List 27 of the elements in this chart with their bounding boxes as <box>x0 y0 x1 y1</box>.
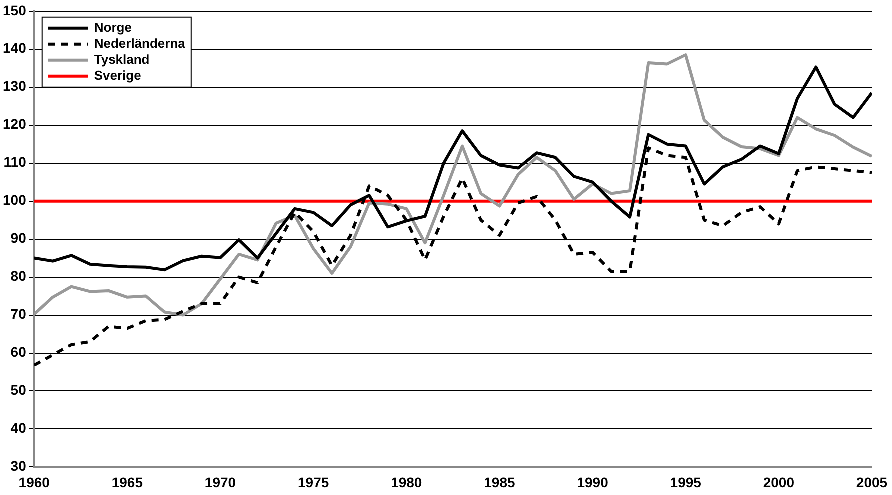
y-tick-label: 60 <box>10 344 27 360</box>
x-tick-label: 1990 <box>577 474 609 490</box>
legend-label: Sverige <box>94 68 142 83</box>
y-tick-label: 40 <box>10 420 27 436</box>
x-tick-label: 2000 <box>763 474 795 490</box>
y-tick-label: 50 <box>10 382 27 398</box>
y-tick-label: 110 <box>4 154 27 170</box>
x-tick-label: 1985 <box>484 474 516 490</box>
y-tick-label: 90 <box>10 230 27 246</box>
x-tick-label: 1965 <box>112 474 144 490</box>
legend-label: Nederländerna <box>94 36 186 51</box>
x-tick-label: 2005 <box>856 474 888 490</box>
x-tick-label: 1960 <box>18 474 50 490</box>
legend-label: Norge <box>94 20 132 35</box>
y-tick-label: 70 <box>10 306 27 322</box>
x-tick-label: 1995 <box>670 474 702 490</box>
x-tick-label: 1970 <box>204 474 236 490</box>
y-tick-label: 120 <box>3 116 27 132</box>
y-tick-label: 100 <box>3 192 27 208</box>
y-tick-label: 130 <box>3 78 27 94</box>
y-tick-label: 30 <box>10 458 27 474</box>
y-tick-label: 140 <box>3 40 27 56</box>
x-tick-label: 1975 <box>298 474 330 490</box>
y-tick-label: 150 <box>3 2 27 18</box>
y-tick-label: 80 <box>10 268 27 284</box>
x-tick-label: 1980 <box>391 474 422 490</box>
legend-label: Tyskland <box>94 52 150 67</box>
